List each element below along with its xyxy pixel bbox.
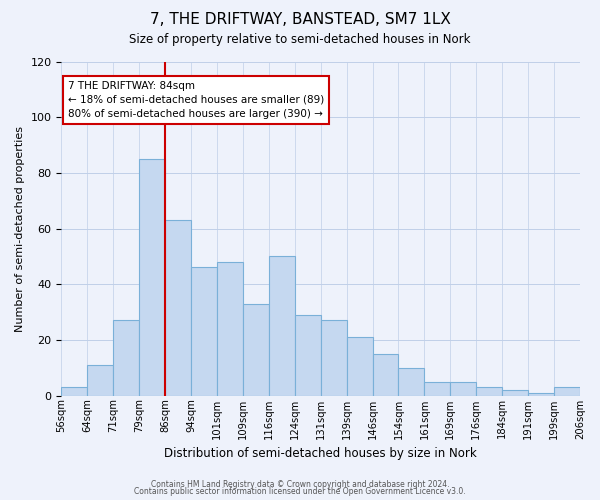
Bar bbox=[139, 159, 165, 396]
Text: 7, THE DRIFTWAY, BANSTEAD, SM7 1LX: 7, THE DRIFTWAY, BANSTEAD, SM7 1LX bbox=[149, 12, 451, 28]
Bar bbox=[321, 320, 347, 396]
Bar bbox=[165, 220, 191, 396]
Text: Contains HM Land Registry data © Crown copyright and database right 2024.: Contains HM Land Registry data © Crown c… bbox=[151, 480, 449, 489]
Bar bbox=[113, 320, 139, 396]
Bar bbox=[373, 354, 398, 396]
Bar bbox=[347, 337, 373, 396]
Bar bbox=[88, 365, 113, 396]
Bar bbox=[61, 387, 88, 396]
Bar bbox=[191, 268, 217, 396]
Y-axis label: Number of semi-detached properties: Number of semi-detached properties bbox=[15, 126, 25, 332]
Text: Size of property relative to semi-detached houses in Nork: Size of property relative to semi-detach… bbox=[129, 32, 471, 46]
Bar bbox=[243, 304, 269, 396]
Bar bbox=[269, 256, 295, 396]
Bar bbox=[476, 387, 502, 396]
Bar bbox=[502, 390, 528, 396]
Bar bbox=[295, 315, 321, 396]
Text: 7 THE DRIFTWAY: 84sqm
← 18% of semi-detached houses are smaller (89)
80% of semi: 7 THE DRIFTWAY: 84sqm ← 18% of semi-deta… bbox=[68, 81, 324, 119]
Text: Contains public sector information licensed under the Open Government Licence v3: Contains public sector information licen… bbox=[134, 487, 466, 496]
Bar bbox=[217, 262, 243, 396]
X-axis label: Distribution of semi-detached houses by size in Nork: Distribution of semi-detached houses by … bbox=[164, 447, 477, 460]
Bar bbox=[451, 382, 476, 396]
Bar bbox=[398, 368, 424, 396]
Bar bbox=[528, 392, 554, 396]
Bar bbox=[424, 382, 451, 396]
Bar bbox=[554, 387, 580, 396]
